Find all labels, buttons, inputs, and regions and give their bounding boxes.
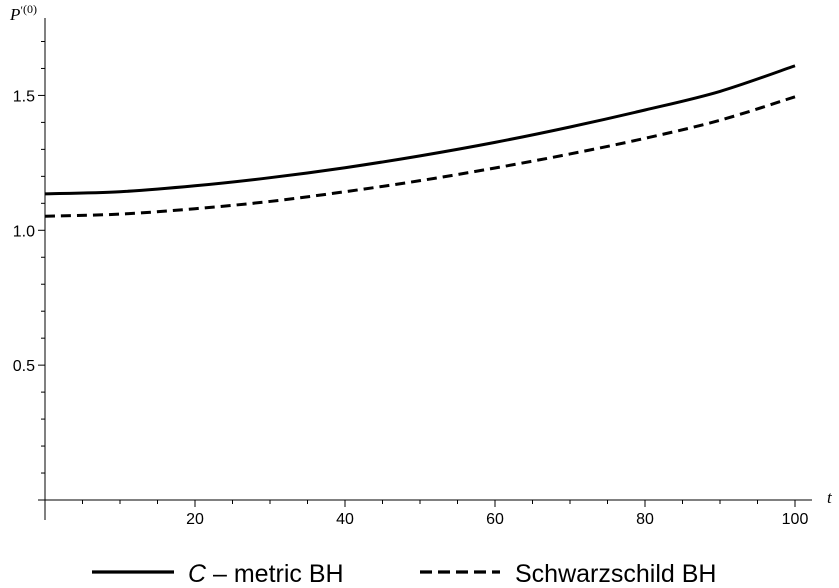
- axes: [38, 18, 812, 520]
- x-tick-label: 60: [486, 511, 504, 528]
- legend-label-cmetric: C – metric BH: [188, 560, 344, 588]
- x-tick-label: 100: [782, 511, 809, 528]
- x-tick-label: 80: [636, 511, 654, 528]
- y-tick-label: 1.5: [13, 88, 35, 105]
- x-tick-label: 40: [336, 511, 354, 528]
- y-tick-label: 0.5: [13, 358, 35, 375]
- y-axis-label: P′(0): [9, 2, 37, 24]
- ticks: 20 40 60 80 100 0.5 1.0 1.5: [13, 41, 809, 528]
- series-layer: [45, 66, 795, 217]
- x-tick-label: 20: [186, 511, 204, 528]
- x-axis-label: t: [827, 488, 833, 507]
- legend-label-schwarzschild: Schwarzschild BH: [515, 560, 716, 588]
- legend: C – metric BH Schwarzschild BH: [92, 560, 716, 588]
- y-tick-label: 1.0: [13, 223, 35, 240]
